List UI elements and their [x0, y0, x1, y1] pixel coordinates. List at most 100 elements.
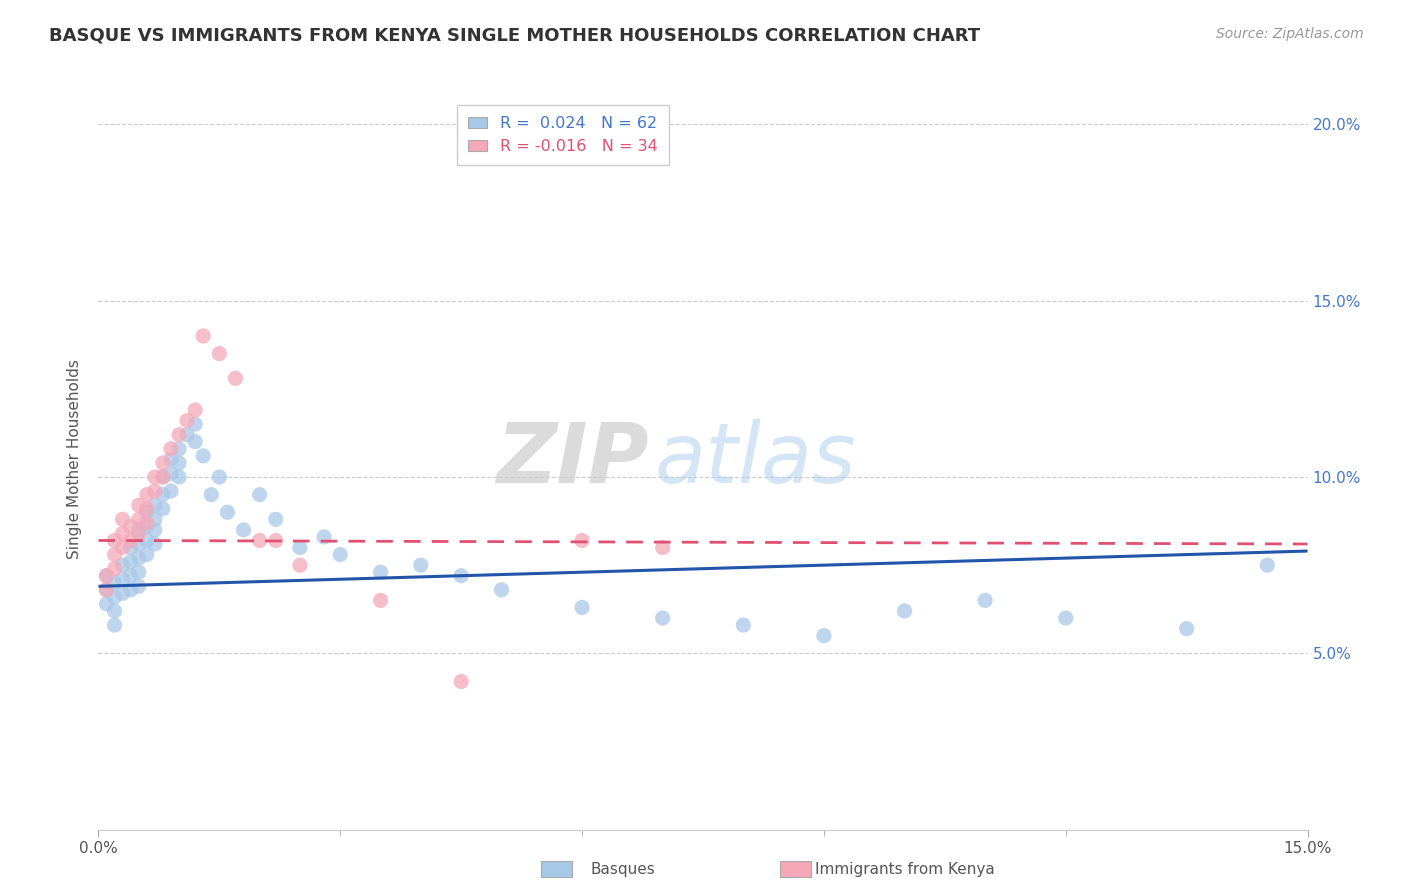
Point	[96, 568, 118, 582]
Point	[208, 346, 231, 360]
Point	[1175, 622, 1198, 636]
Point	[143, 523, 166, 537]
Point	[329, 548, 352, 562]
Point	[128, 512, 150, 526]
Point	[974, 593, 997, 607]
Point	[491, 582, 513, 597]
Point	[103, 618, 125, 632]
Point	[111, 586, 134, 600]
Point	[135, 548, 157, 562]
Point	[120, 533, 142, 548]
Point	[96, 582, 118, 597]
Point	[96, 582, 118, 597]
Point	[143, 484, 166, 499]
Y-axis label: Single Mother Households: Single Mother Households	[67, 359, 83, 559]
Point	[120, 555, 142, 569]
Point	[224, 371, 246, 385]
Point	[128, 579, 150, 593]
Point	[96, 597, 118, 611]
Point	[813, 629, 835, 643]
Point	[450, 674, 472, 689]
Point	[176, 427, 198, 442]
Point	[103, 575, 125, 590]
Point	[370, 565, 392, 579]
Point	[111, 558, 134, 573]
Point	[167, 456, 190, 470]
Point	[103, 590, 125, 604]
Point	[893, 604, 915, 618]
Point	[232, 523, 254, 537]
Legend: R =  0.024   N = 62, R = -0.016   N = 34: R = 0.024 N = 62, R = -0.016 N = 34	[457, 104, 669, 165]
Text: ZIP: ZIP	[496, 419, 648, 500]
Point	[370, 593, 392, 607]
Point	[143, 470, 166, 484]
Text: BASQUE VS IMMIGRANTS FROM KENYA SINGLE MOTHER HOUSEHOLDS CORRELATION CHART: BASQUE VS IMMIGRANTS FROM KENYA SINGLE M…	[49, 27, 980, 45]
Text: Immigrants from Kenya: Immigrants from Kenya	[815, 863, 995, 877]
Point	[167, 442, 190, 456]
Point	[135, 501, 157, 516]
Point	[288, 558, 311, 573]
Point	[152, 488, 174, 502]
Point	[128, 551, 150, 566]
Point	[143, 512, 166, 526]
Point	[184, 403, 207, 417]
Point	[135, 516, 157, 530]
Point	[167, 470, 190, 484]
Point	[264, 512, 287, 526]
Point	[184, 417, 207, 431]
Point	[103, 548, 125, 562]
Point	[249, 533, 271, 548]
Point	[193, 449, 215, 463]
Text: atlas: atlas	[655, 419, 856, 500]
Point	[1256, 558, 1278, 573]
Point	[409, 558, 432, 573]
Point	[120, 582, 142, 597]
Point	[167, 427, 190, 442]
Point	[128, 526, 150, 541]
Point	[264, 533, 287, 548]
Point	[184, 434, 207, 449]
Point	[571, 600, 593, 615]
Bar	[541, 861, 572, 877]
Point	[135, 505, 157, 519]
Point	[135, 488, 157, 502]
Point	[103, 604, 125, 618]
Point	[314, 530, 336, 544]
Point	[1054, 611, 1077, 625]
Point	[450, 568, 472, 582]
Point	[288, 541, 311, 555]
Point	[160, 452, 183, 467]
Point	[128, 523, 150, 537]
Point	[103, 562, 125, 576]
Point	[176, 414, 198, 428]
Bar	[780, 861, 811, 877]
Point	[152, 470, 174, 484]
Point	[571, 533, 593, 548]
Point	[217, 505, 239, 519]
Point	[111, 541, 134, 555]
Point	[128, 498, 150, 512]
Point	[143, 537, 166, 551]
Point	[200, 488, 222, 502]
Point	[160, 484, 183, 499]
Point	[135, 533, 157, 548]
Point	[128, 537, 150, 551]
Point	[208, 470, 231, 484]
Point	[120, 568, 142, 582]
Point	[152, 501, 174, 516]
Point	[128, 565, 150, 579]
Point	[120, 519, 142, 533]
Point	[111, 526, 134, 541]
Point	[143, 498, 166, 512]
Point	[103, 533, 125, 548]
Point	[651, 541, 673, 555]
Point	[160, 467, 183, 481]
Text: Source: ZipAtlas.com: Source: ZipAtlas.com	[1216, 27, 1364, 41]
Point	[152, 470, 174, 484]
Point	[135, 519, 157, 533]
Point	[249, 488, 271, 502]
Text: Basques: Basques	[591, 863, 655, 877]
Point	[120, 541, 142, 555]
Point	[111, 512, 134, 526]
Point	[96, 568, 118, 582]
